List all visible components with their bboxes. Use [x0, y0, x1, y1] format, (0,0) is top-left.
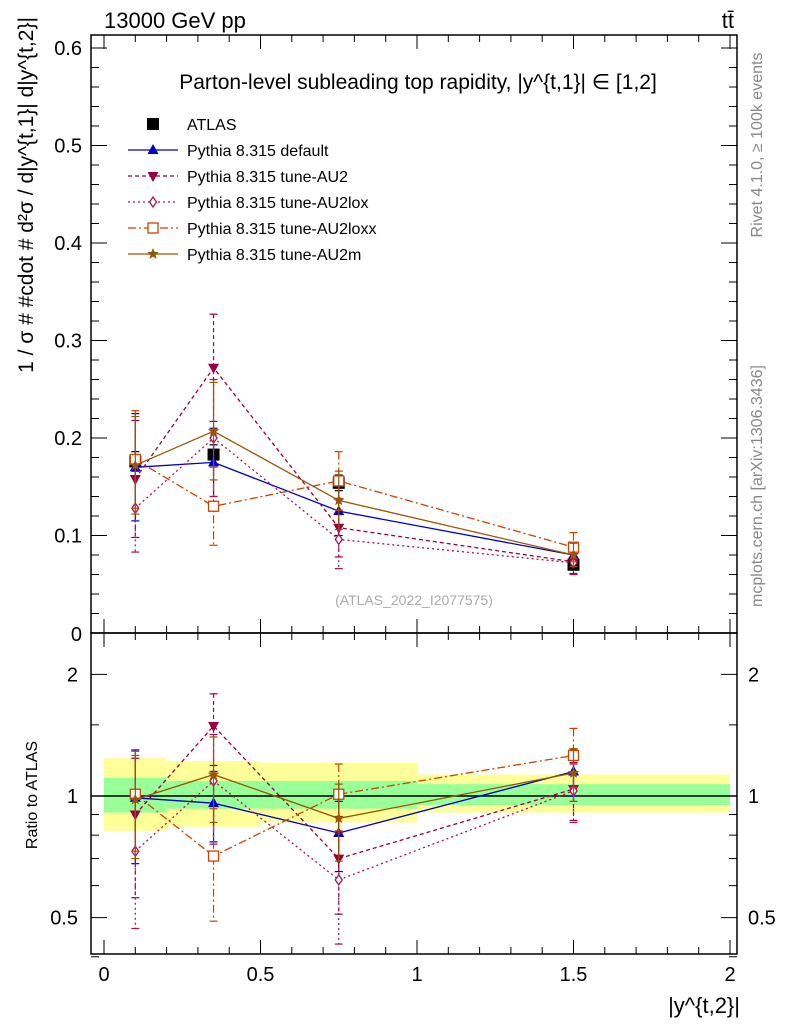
y-tick-label: 0.1 [54, 526, 82, 548]
analysis-watermark: (ATLAS_2022_I2077575) [335, 592, 493, 608]
legend-marker-default [147, 144, 159, 154]
ratio-y-tick-label-right: 2 [748, 664, 759, 686]
y-zero-label: 0 [71, 624, 82, 646]
data-point-au2m [567, 767, 580, 778]
ratio-y-axis-label: Ratio to ATLAS [24, 741, 41, 849]
series-line-au2loxx [134, 754, 574, 857]
legend-label-au2m: Pythia 8.315 tune-AU2m [187, 247, 361, 264]
x-tick-label: 0 [98, 964, 109, 986]
series-line-au2 [134, 725, 574, 860]
data-point-au2loxx [207, 850, 220, 862]
x-tick-label: 2 [724, 964, 735, 986]
legend-marker-au2m [147, 248, 159, 259]
legend-marker-atlas [147, 118, 159, 130]
y-tick-label: 0.4 [54, 233, 82, 255]
legend-label-au2lox: Pythia 8.315 tune-AU2lox [187, 195, 368, 212]
legend-label-au2loxx: Pythia 8.315 tune-AU2loxx [187, 221, 376, 238]
legend-marker-au2loxx [147, 222, 159, 234]
series-line-default [135, 461, 574, 556]
ratio-y-tick-label: 2 [67, 664, 78, 686]
legend-label-default: Pythia 8.315 default [187, 143, 329, 160]
ratio-panel: 0.5 0.5 1 1 2 2 0 0.5 1 1.5 2 Ratio to ATLAS |y^{t… [24, 632, 776, 1018]
data-point-au2lox [334, 873, 344, 887]
series-line-au2 [134, 366, 574, 563]
data-point-au2m [333, 494, 345, 506]
y-tick-label: 0.3 [54, 331, 82, 353]
series-line-default [135, 770, 574, 834]
series-line-au2lox [134, 780, 574, 881]
series-default [129, 413, 579, 566]
ratio-frame [90, 632, 738, 955]
data-point-au2m [567, 549, 580, 560]
x-tick-label: 0.5 [247, 964, 275, 986]
legend: ATLAS Pythia 8.315 default Pythia 8.315 tu… [128, 117, 376, 264]
series-au2loxx [129, 410, 580, 563]
series-au2 [129, 313, 579, 575]
rivet-version-label: Rivet 4.1.0, ≥ 100k events [749, 53, 766, 238]
mcplots-label: mcplots.cern.ch [arXiv:1306.3436] [749, 365, 766, 607]
series-line-au2m [135, 430, 574, 556]
y-tick-label: 0.5 [54, 136, 82, 158]
x-tick-label: 1 [411, 964, 422, 986]
header-energy-label: 13000 GeV pp [104, 8, 246, 33]
ratio-y-tick-label: 0.5 [50, 908, 78, 930]
series-au2m [129, 736, 580, 862]
x-tick-label: 1.5 [560, 964, 588, 986]
data-point-au2m [129, 793, 141, 805]
legend-label-atlas: ATLAS [187, 117, 237, 134]
main-panel: 0.1 0.2 0.3 0.4 0.5 0.6 0 Parton-level sublead… [15, 17, 738, 646]
data-point-au2 [208, 722, 220, 733]
data-point-au2loxx [207, 500, 220, 512]
legend-label-au2: Pythia 8.315 tune-AU2 [187, 169, 348, 186]
legend-marker-au2lox [148, 195, 158, 209]
data-point-au2m [333, 812, 345, 824]
data-point-au2 [208, 363, 220, 374]
x-axis-label: |y^{t,2}| [668, 993, 740, 1018]
series-line-au2loxx [134, 458, 574, 548]
header-process-label: tt̄ [722, 8, 734, 33]
ratio-y-tick-label-right: 1 [748, 786, 759, 808]
data-point-au2m [129, 459, 141, 471]
ratio-y-tick-label: 1 [67, 786, 78, 808]
series-line-au2m [135, 772, 574, 820]
series-au2m [129, 381, 580, 568]
main-y-axis-label: 1 / σ # #cdot # d²σ / d|y^{t,1}| d|y^{t,… [15, 17, 38, 373]
main-title: Parton-level subleading top rapidity, |y… [179, 71, 657, 94]
data-point-au2m [207, 768, 220, 780]
legend-marker-au2 [147, 172, 159, 182]
data-point-au2m [207, 425, 220, 436]
y-tick-label: 0.6 [54, 38, 82, 60]
series-au2lox [131, 378, 578, 576]
ratio-y-tick-label-right: 0.5 [748, 908, 776, 930]
data-point-au2lox [334, 533, 344, 546]
series-line-au2lox [134, 437, 574, 564]
y-tick-label: 0.2 [54, 428, 82, 450]
